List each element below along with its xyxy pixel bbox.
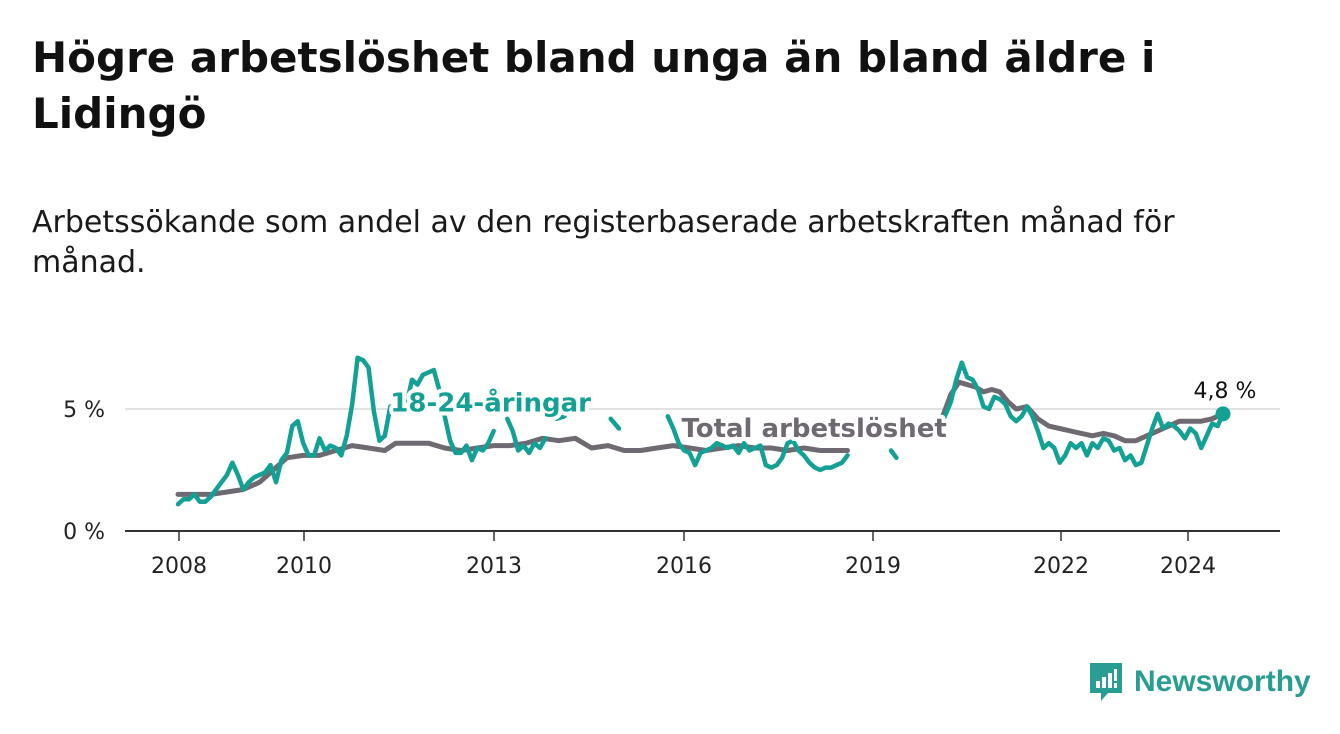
series-line-youth <box>505 416 548 456</box>
newsworthy-logo-icon <box>1090 663 1122 701</box>
x-tick-label: 2022 <box>1033 554 1089 579</box>
chart-title: Högre arbetslöshet bland unga än bland ä… <box>32 33 1156 138</box>
x-tick-label: 2010 <box>276 554 332 579</box>
series-line-youth <box>665 414 850 473</box>
x-tick-label: 2013 <box>466 554 522 579</box>
newsworthy-logo: Newsworthy <box>1088 660 1311 704</box>
end-value-label: 4,8 % <box>1194 379 1257 404</box>
brand-name: Newsworthy <box>1134 665 1311 698</box>
x-tick-label: 2016 <box>656 554 712 579</box>
y-tick-label: 5 % <box>63 398 105 423</box>
chart-subtitle: Arbetssökande som andel av den registerb… <box>32 205 1175 280</box>
x-tick-label: 2024 <box>1160 554 1216 579</box>
series-line-youth <box>608 416 622 431</box>
series-line-youth <box>175 355 496 507</box>
series-label-total: Total arbetslöshet <box>681 414 946 444</box>
y-tick-label: 0 % <box>63 520 105 545</box>
series-line-youth <box>554 414 567 422</box>
x-tick-label: 2008 <box>151 554 207 579</box>
end-point-marker <box>1215 406 1231 422</box>
series-line-youth <box>888 448 899 461</box>
x-tick-label: 2019 <box>845 554 901 579</box>
series-label-youth: 18-24-åringar <box>390 386 591 418</box>
series-line-youth <box>940 360 1226 468</box>
series-line-total <box>175 435 850 497</box>
